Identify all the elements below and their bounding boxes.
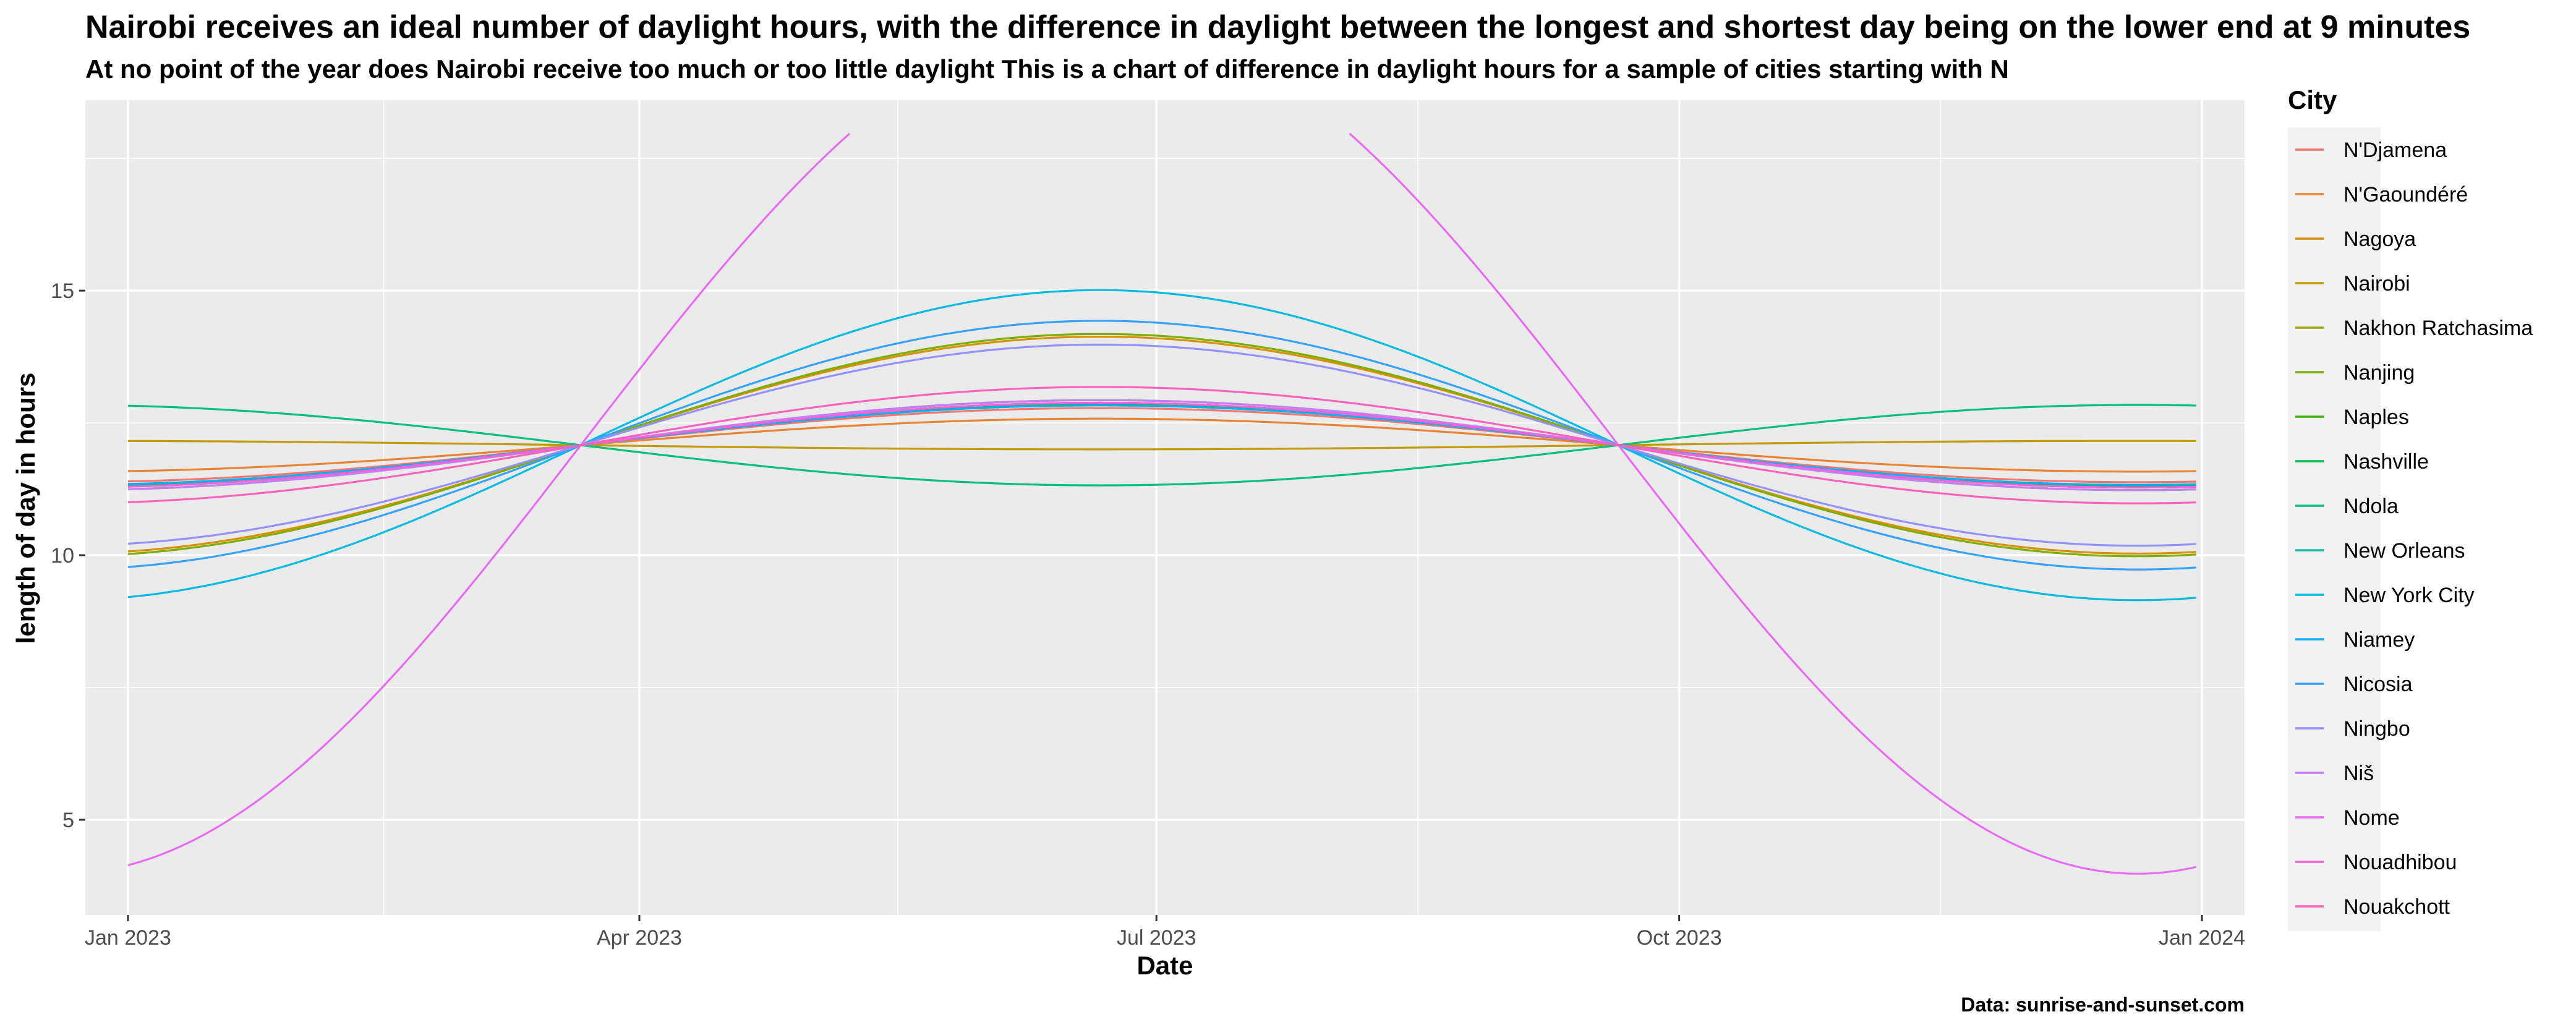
legend-label: Ndola — [2344, 495, 2399, 518]
legend-label: Nashville — [2344, 450, 2429, 474]
series-line — [127, 289, 2197, 602]
page-subtitle: At no point of the year does Nairobi rec… — [85, 54, 2009, 83]
y-tick-label: 5 — [62, 809, 74, 832]
series-line — [127, 404, 2196, 487]
series-line — [127, 320, 2197, 571]
series-line — [127, 386, 2196, 504]
legend-label: N'Djamena — [2344, 138, 2447, 162]
legend-label: Nicosia — [2344, 673, 2413, 696]
x-tick-label: Oct 2023 — [1637, 926, 1722, 950]
y-axis-title: length of day in hours — [11, 373, 40, 644]
series-line — [127, 343, 2196, 547]
legend-label: Naples — [2344, 406, 2409, 429]
legend-title: City — [2288, 85, 2337, 114]
series-lines — [127, 132, 2197, 875]
legend-label: Nairobi — [2344, 272, 2410, 296]
legend-label: Nakhon Ratchasima — [2344, 317, 2533, 340]
legend-label: Niamey — [2344, 628, 2415, 652]
y-tick-label: 15 — [51, 279, 74, 303]
page-title: Nairobi receives an ideal number of dayl… — [85, 9, 2471, 45]
series-line — [127, 132, 2197, 875]
series-line — [127, 401, 2196, 489]
legend-label: Nagoya — [2344, 228, 2416, 251]
series-line — [127, 333, 2196, 558]
x-axis-title: Date — [1137, 951, 1193, 980]
x-tick-label: Jan 2024 — [2159, 926, 2245, 950]
legend-label: New York City — [2344, 584, 2475, 607]
legend-label: Nouadhibou — [2344, 851, 2457, 874]
x-tick-label: Apr 2023 — [597, 926, 682, 950]
legend-label: Ningbo — [2344, 717, 2410, 741]
legend-label: New Orleans — [2344, 539, 2465, 563]
legend: City N'Djamena N'Gaoundéré Nagoya Nairobi Na… — [2288, 85, 2533, 931]
x-tick-label: Jan 2023 — [85, 926, 171, 950]
legend-label: Niš — [2344, 762, 2374, 785]
y-axis-ticks: 5 10 15 — [51, 279, 85, 832]
legend-label: Nome — [2344, 806, 2400, 830]
y-tick-label: 10 — [51, 544, 74, 568]
x-tick-label: Jul 2023 — [1117, 926, 1196, 950]
series-line — [127, 440, 2196, 451]
legend-label: N'Gaoundéré — [2344, 183, 2468, 206]
legend-key-background — [2288, 127, 2381, 931]
legend-label: Nouakchott — [2344, 895, 2450, 919]
legend-label: Nanjing — [2344, 361, 2415, 385]
caption: Data: sunrise-and-sunset.com — [1961, 994, 2245, 1016]
series-line — [127, 417, 2196, 473]
x-axis-ticks: Jan 2023 Apr 2023 Jul 2023 Oct 2023 Jan 2024 — [85, 915, 2245, 950]
